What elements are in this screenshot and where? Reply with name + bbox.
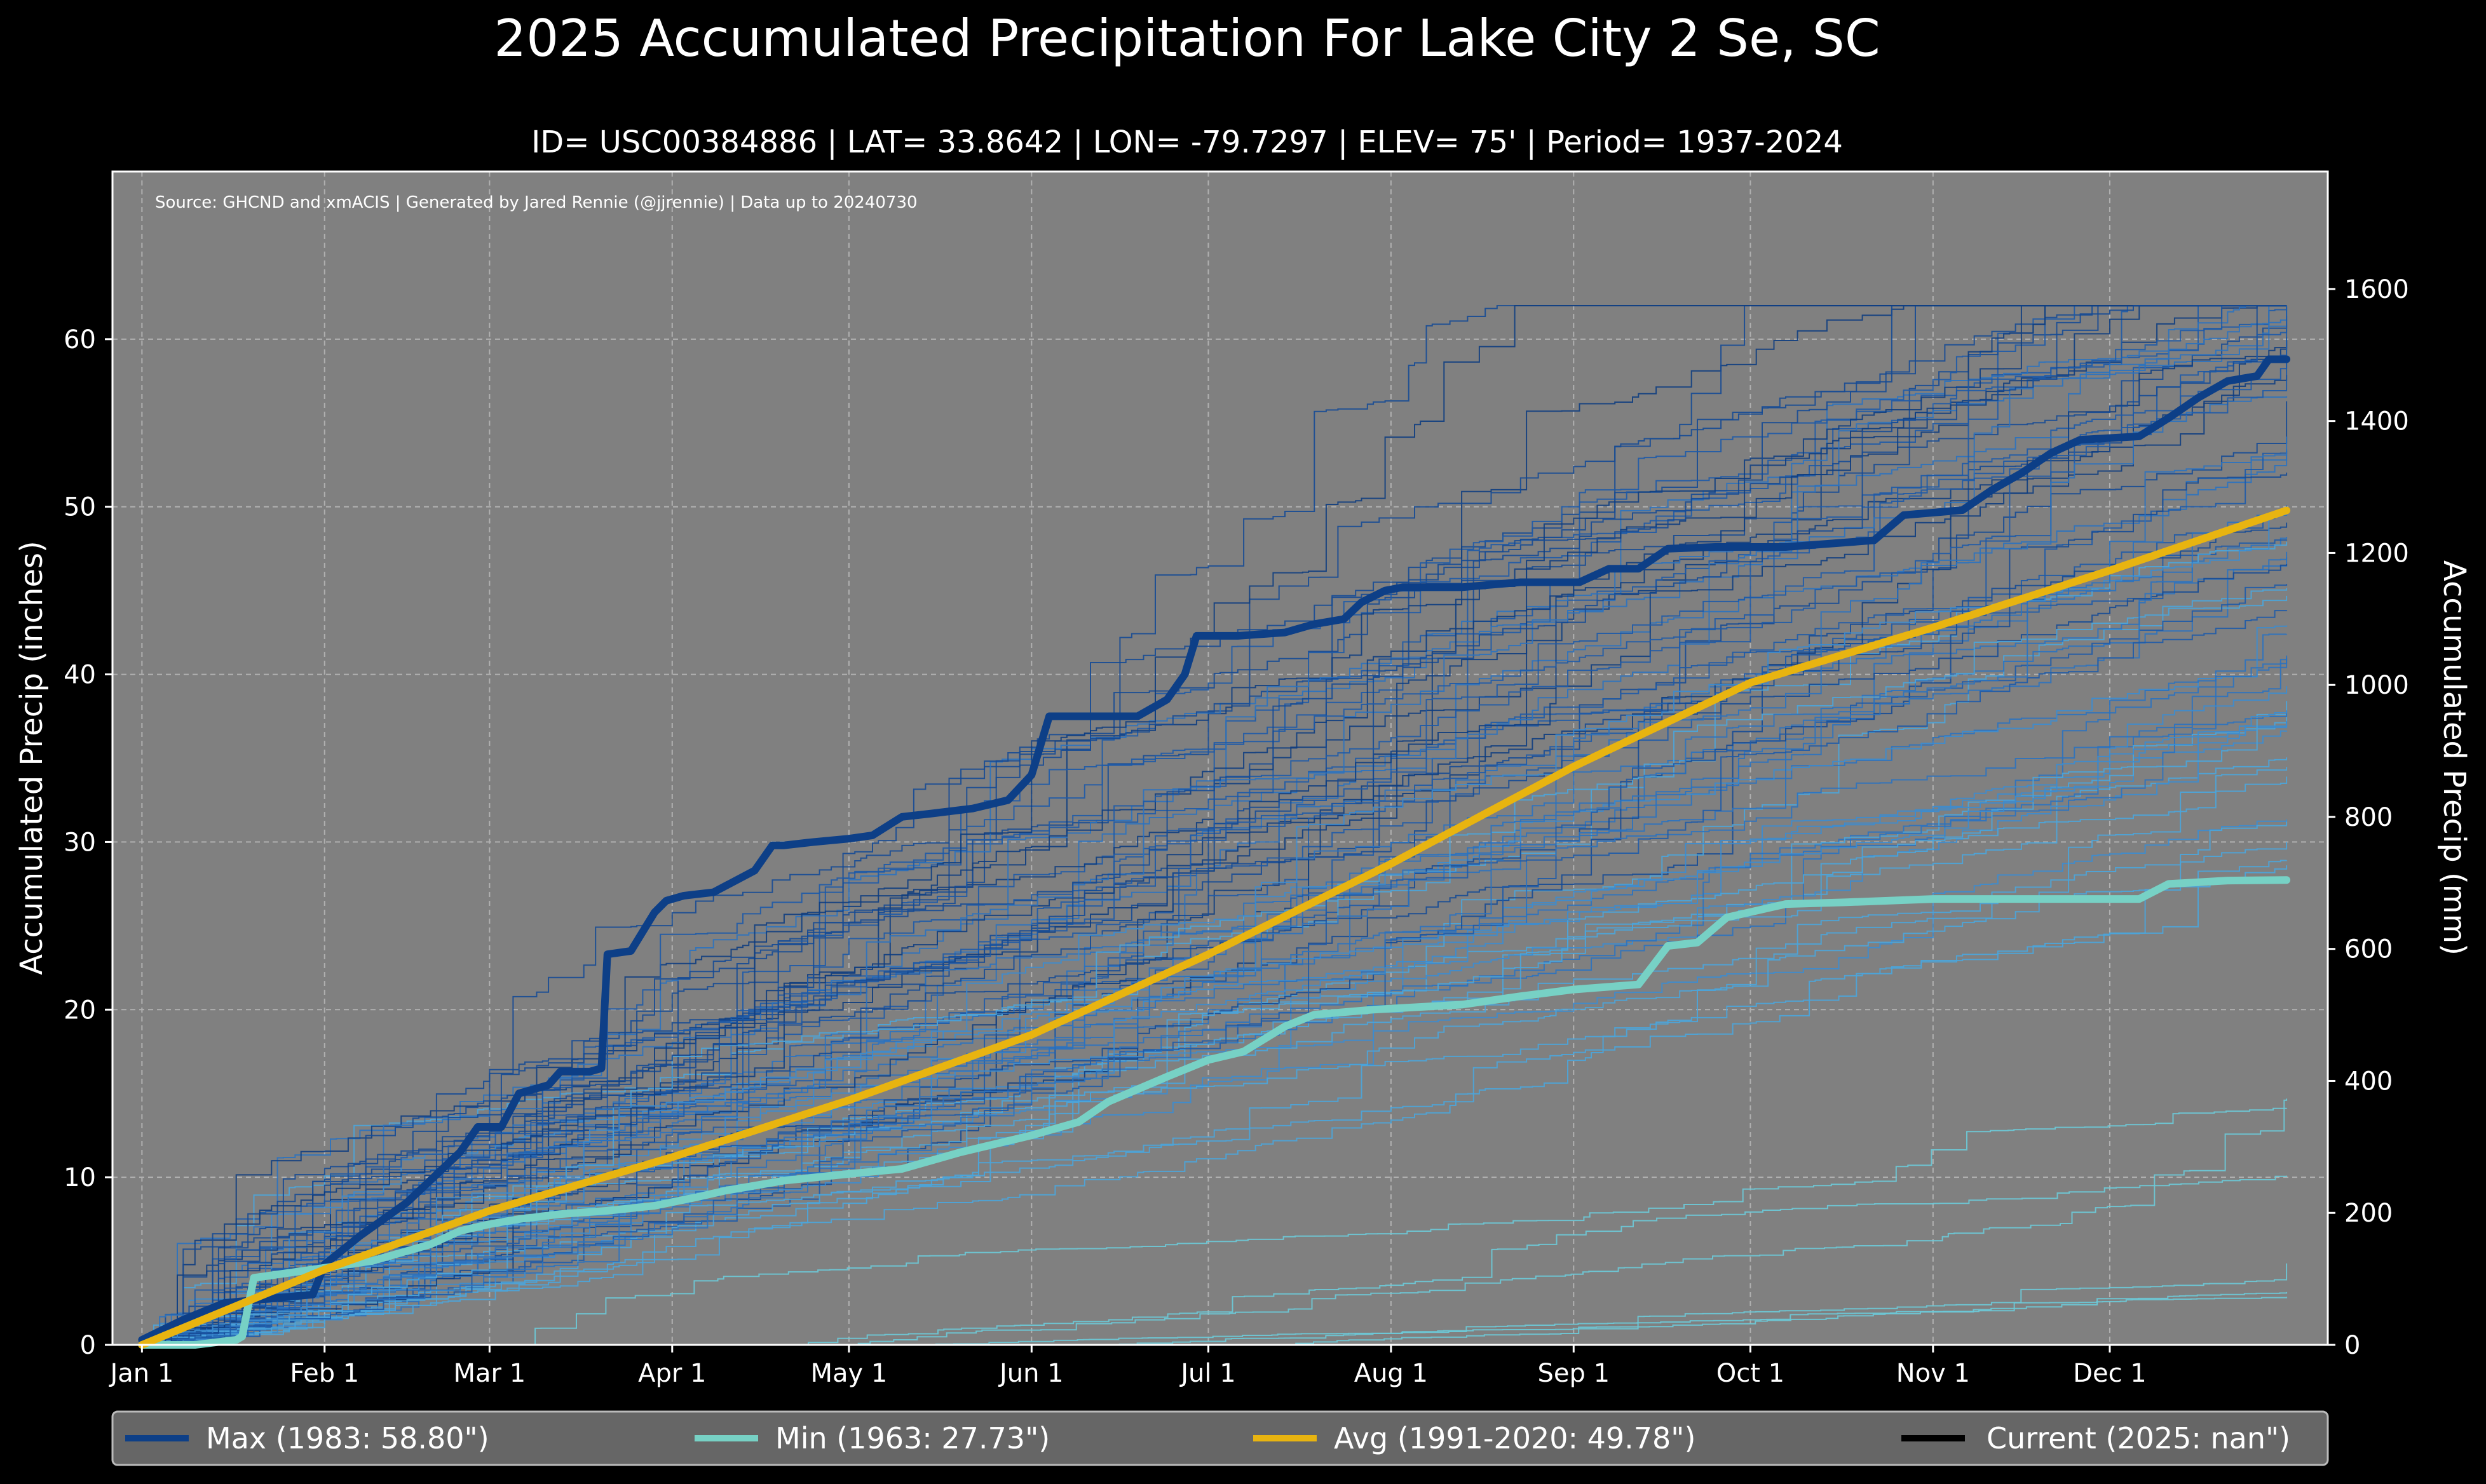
history-line-42 <box>142 305 2287 1346</box>
y-tick-label-1: 10 <box>64 1163 96 1192</box>
history-line-13 <box>142 539 2288 1346</box>
y2-tick-label-2: 400 <box>2344 1067 2393 1096</box>
y-axis-right: 0 200 400 600 800 1000 1200 1400 1600 <box>2328 275 2409 1360</box>
y-tick-label-3: 30 <box>64 828 96 857</box>
chart-title: 2025 Accumulated Precipitation For Lake … <box>494 9 1880 68</box>
legend-box <box>111 1410 2329 1466</box>
x-tick-label-7: Aug 1 <box>1354 1359 1428 1388</box>
history-line-5 <box>846 1098 2288 1346</box>
series-line-1 <box>138 876 2291 1349</box>
y-tick-label-4: 40 <box>64 661 96 690</box>
history-line-48 <box>142 842 2288 1346</box>
y2-axis-label: Accumulated Precip (mm) <box>2436 560 2472 955</box>
legend-label-avg: Avg (1991-2020: 49.78") <box>1334 1421 1695 1455</box>
history-line-69 <box>142 396 2288 1346</box>
history-line-75 <box>142 710 2288 1346</box>
y2-tick-label-0: 0 <box>2344 1331 2360 1360</box>
history-line-1 <box>918 1297 2288 1346</box>
history-line-0 <box>784 1175 2288 1346</box>
y2-tick-label-8: 1600 <box>2344 275 2409 304</box>
history-line-47 <box>142 305 2287 1346</box>
history-line-67 <box>142 305 2287 1346</box>
history-line-27 <box>142 659 2288 1346</box>
y2-tick-label-3: 600 <box>2344 935 2393 964</box>
x-tick-label-1: Feb 1 <box>290 1359 359 1388</box>
y2-tick-label-6: 1200 <box>2344 539 2409 568</box>
y-tick-label-5: 50 <box>64 493 96 522</box>
history-line-14 <box>142 305 2287 1346</box>
y-tick-label-6: 60 <box>64 325 96 354</box>
y2-tick-label-1: 200 <box>2344 1199 2393 1228</box>
x-tick-label-2: Mar 1 <box>454 1359 526 1388</box>
x-tick-label-4: May 1 <box>810 1359 887 1388</box>
x-tick-label-5: Jun 1 <box>998 1359 1064 1388</box>
y-tick-label-2: 20 <box>64 995 96 1025</box>
series-line-0 <box>138 355 2291 1344</box>
x-tick-label-8: Sep 1 <box>1537 1359 1610 1388</box>
history-line-3 <box>1266 1292 2288 1346</box>
x-tick-label-11: Dec 1 <box>2073 1359 2147 1388</box>
y-axis-left: 0 10 20 30 40 50 60 <box>64 325 112 1360</box>
history-line-55 <box>142 341 2288 1346</box>
history-line-70 <box>142 710 2288 1346</box>
history-line-2 <box>1108 1263 2288 1346</box>
history-line-77 <box>142 305 2287 1346</box>
legend: Max (1983: 58.80") Min (1963: 27.73") Av… <box>111 1410 2329 1466</box>
history-line-22 <box>142 436 2288 1346</box>
x-tick-label-9: Oct 1 <box>1716 1359 1784 1388</box>
history-line-51 <box>142 860 2288 1346</box>
history-line-74 <box>142 306 2288 1346</box>
legend-label-current: Current (2025: nan") <box>1987 1421 2290 1455</box>
y2-tick-label-5: 1000 <box>2344 671 2409 700</box>
x-tick-label-0: Jan 1 <box>108 1359 173 1388</box>
history-line-31 <box>142 655 2288 1346</box>
history-line-71 <box>142 305 2287 1346</box>
history-line-4 <box>512 1107 2288 1346</box>
x-tick-label-3: Apr 1 <box>638 1359 706 1388</box>
history-line-43 <box>142 305 2287 1346</box>
chart-subtitle: ID= USC00384886 | LAT= 33.8642 | LON= -7… <box>531 125 1843 160</box>
history-line-65 <box>142 584 2288 1346</box>
history-line-29 <box>142 720 2288 1346</box>
y2-tick-label-7: 1400 <box>2344 407 2409 436</box>
historical-year-lines <box>142 305 2288 1346</box>
history-line-68 <box>142 505 2288 1346</box>
plot-frame <box>111 170 2329 1346</box>
y-tick-label-0: 0 <box>80 1331 96 1360</box>
history-line-73 <box>142 305 2287 1346</box>
y-axis-label: Accumulated Precip (inches) <box>14 541 50 975</box>
y2-tick-label-4: 800 <box>2344 803 2393 832</box>
series-lines <box>138 355 2291 1349</box>
series-line-2 <box>138 506 2291 1349</box>
x-tick-label-10: Nov 1 <box>1896 1359 1970 1388</box>
source-note: Source: GHCND and xmACIS | Generated by … <box>155 193 918 212</box>
history-line-62 <box>142 472 2288 1346</box>
legend-label-min: Min (1963: 27.73") <box>775 1421 1050 1455</box>
x-tick-label-6: Jul 1 <box>1179 1359 1235 1388</box>
legend-label-max: Max (1983: 58.80") <box>206 1421 489 1455</box>
history-line-56 <box>142 305 2287 1346</box>
history-line-59 <box>142 713 2288 1346</box>
x-axis: Jan 1 Feb 1 Mar 1 Apr 1 May 1 Jun 1 Jul 1 Aug 1… <box>108 1345 2147 1388</box>
history-line-61 <box>142 305 2287 1346</box>
